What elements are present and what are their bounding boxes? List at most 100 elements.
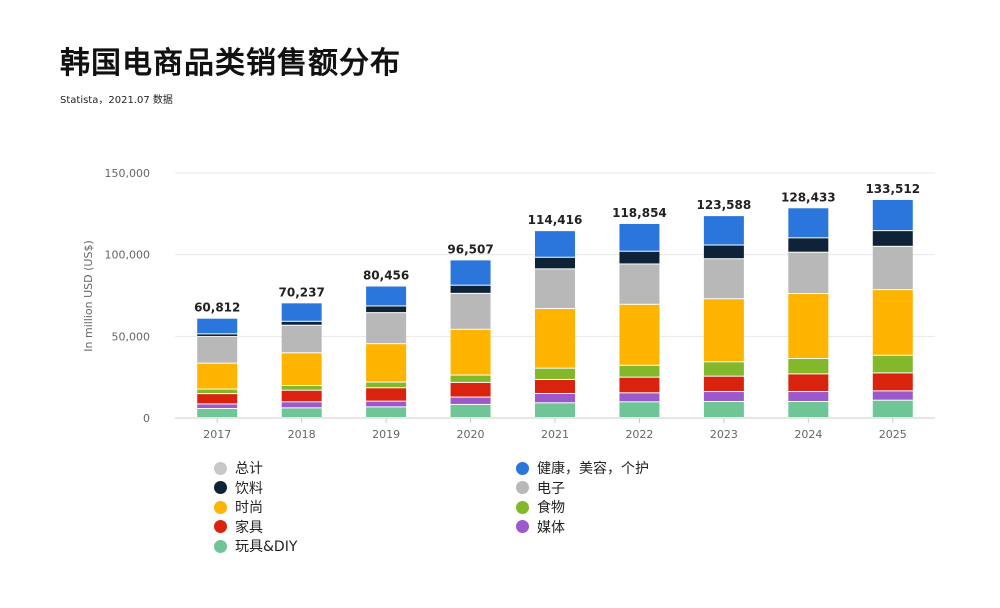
- legend-label: 食物: [537, 500, 565, 516]
- bar-segment: [197, 394, 238, 404]
- y-tick-label: 150,000: [105, 167, 151, 180]
- x-tick-label: 2025: [879, 428, 907, 441]
- legend-item[interactable]: 电子: [516, 478, 565, 498]
- bar-segment: [366, 388, 407, 401]
- y-tick-label: 0: [143, 412, 150, 425]
- bar-segment: [197, 363, 238, 389]
- legend-item[interactable]: 饮料: [214, 478, 263, 498]
- legend-label: 健康，美容，个护: [537, 461, 649, 477]
- bar-segment: [788, 208, 829, 238]
- x-tick-label: 2023: [710, 428, 738, 441]
- legend-label: 总计: [235, 461, 263, 477]
- legend-item[interactable]: 健康，美容，个护: [516, 458, 649, 478]
- legend-item[interactable]: 家具: [214, 517, 263, 537]
- x-tick-label: 2022: [625, 428, 653, 441]
- legend-label: 媒体: [537, 519, 565, 536]
- bar-segment: [281, 385, 322, 390]
- bar-segment: [788, 252, 829, 294]
- x-tick-label: 2019: [372, 428, 400, 441]
- total-data-label: 133,512: [865, 182, 920, 196]
- bar-segment: [281, 321, 322, 325]
- bar-segment: [197, 404, 238, 409]
- bar-segment: [872, 199, 913, 231]
- bar-segment: [788, 294, 829, 359]
- bar-segment: [281, 353, 322, 385]
- bar-segment: [788, 401, 829, 417]
- bar-segment: [450, 382, 491, 397]
- bar-segment: [788, 238, 829, 252]
- bar-segment: [535, 368, 575, 379]
- bar-segment: [872, 373, 913, 391]
- total-data-label: 114,416: [528, 213, 583, 227]
- bar-segment: [281, 402, 322, 408]
- bar-segment: [535, 403, 575, 417]
- bar-segment: [366, 407, 407, 417]
- bar-segment: [366, 306, 407, 313]
- bar-segment: [450, 329, 491, 375]
- bar-segment: [281, 390, 322, 402]
- legend-marker-icon: [214, 500, 227, 514]
- page-subtitle: Statista，2021.07 数据: [60, 95, 173, 106]
- bar-segment: [450, 260, 491, 285]
- legend-marker-icon: [516, 520, 529, 533]
- legend-item[interactable]: 玩具&DIY: [214, 536, 297, 556]
- bar-segment: [366, 401, 407, 407]
- legend-marker-icon: [214, 539, 227, 553]
- legend-item[interactable]: 总计: [214, 458, 263, 478]
- bar-segment: [535, 309, 575, 368]
- bar-segment: [619, 264, 660, 304]
- bar-segment: [872, 231, 913, 246]
- bar-segment: [197, 389, 238, 394]
- bar-segment: [535, 393, 575, 403]
- bar-segment: [619, 223, 660, 251]
- legend-label: 电子: [537, 480, 565, 497]
- total-data-label: 80,456: [363, 269, 409, 283]
- total-data-label: 60,812: [194, 301, 240, 315]
- bar-segment: [703, 259, 744, 299]
- bar-segment: [619, 304, 660, 365]
- legend-marker-icon: [214, 520, 227, 533]
- legend-item[interactable]: 时尚: [214, 497, 263, 517]
- bar-segment: [872, 355, 913, 373]
- bar-segment: [197, 409, 238, 417]
- bar-segment: [281, 303, 322, 321]
- legend-label: 饮料: [235, 480, 263, 497]
- legend-marker-icon: [516, 461, 529, 475]
- x-tick-label: 2021: [541, 428, 569, 441]
- x-tick-label: 2020: [457, 428, 485, 441]
- bar-segment: [450, 375, 491, 382]
- bar-segment: [366, 344, 407, 382]
- bar-segment: [535, 269, 575, 309]
- x-tick-label: 2017: [203, 428, 231, 441]
- bar-segment: [197, 334, 238, 336]
- bar-segment: [450, 293, 491, 329]
- bar-segment: [197, 336, 238, 363]
- legend-marker-icon: [516, 481, 529, 494]
- bar-segment: [703, 245, 744, 259]
- x-tick-label: 2018: [288, 428, 316, 441]
- legend-label: 玩具&DIY: [235, 539, 298, 555]
- bar-segment: [788, 392, 829, 401]
- bar-segment: [872, 246, 913, 290]
- legend-label: 时尚: [235, 500, 263, 516]
- bar-segment: [619, 393, 660, 402]
- bar-segment: [872, 400, 913, 417]
- page-title: 韩国电商品类销售额分布: [60, 46, 401, 81]
- bar-segment: [703, 362, 744, 376]
- y-tick-label: 100,000: [105, 249, 151, 262]
- legend-label: 家具: [235, 519, 263, 536]
- bar-segment: [788, 359, 829, 374]
- bar-segment: [450, 404, 491, 417]
- bar-segment: [281, 325, 322, 353]
- bar-segment: [703, 376, 744, 392]
- legend-item[interactable]: 食物: [516, 497, 565, 517]
- legend-marker-icon: [516, 500, 529, 514]
- bar-segment: [450, 397, 491, 404]
- total-data-label: 128,433: [781, 190, 836, 204]
- legend-item[interactable]: 媒体: [516, 517, 565, 537]
- bar-segment: [872, 290, 913, 355]
- bar-segment: [619, 365, 660, 377]
- x-tick-label: 2024: [794, 428, 822, 441]
